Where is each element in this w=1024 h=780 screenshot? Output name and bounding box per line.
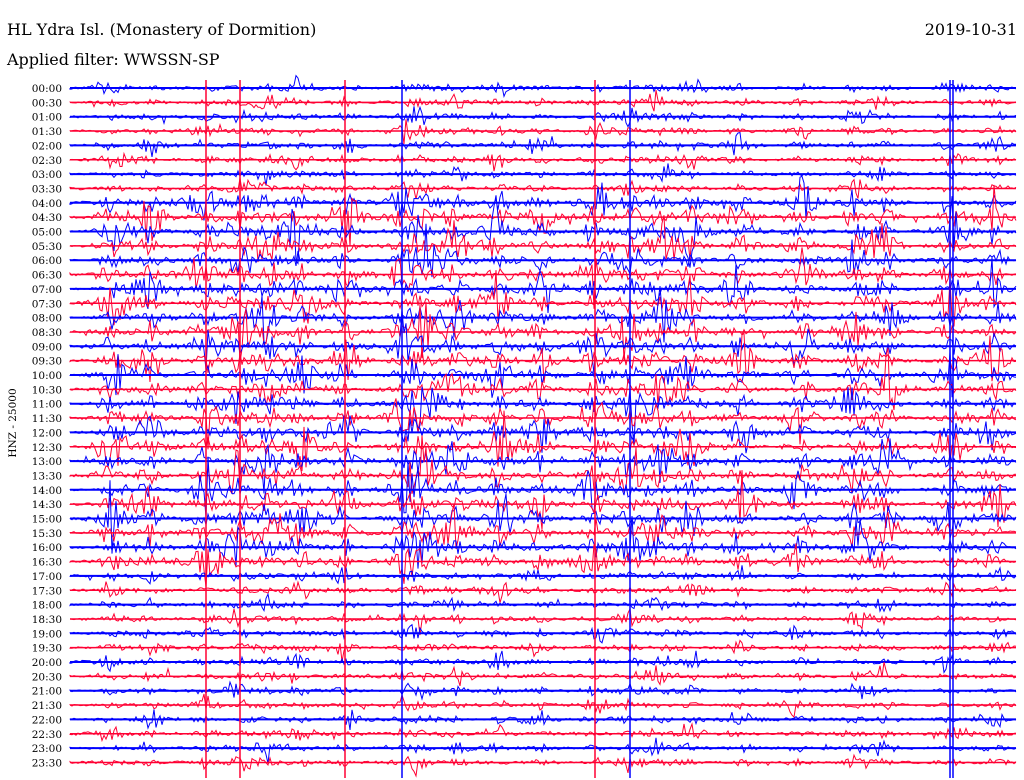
- time-tick-label: 02:30: [32, 155, 62, 167]
- trace-line: [69, 435, 1017, 495]
- time-tick-label: 04:00: [32, 198, 62, 210]
- trace-line: [69, 247, 1017, 309]
- time-tick-label: 22:30: [32, 729, 62, 741]
- trace-line: [69, 661, 1017, 687]
- time-tick-label: 06:00: [32, 255, 62, 267]
- time-tick-label: 08:30: [32, 327, 62, 339]
- trace-line: [69, 398, 1017, 450]
- time-tick-label: 15:00: [32, 514, 62, 526]
- time-tick-label: 04:30: [32, 212, 62, 224]
- trace-line: [69, 580, 1017, 603]
- time-tick-label: 20:00: [32, 657, 62, 669]
- trace-line: [69, 639, 1017, 662]
- time-tick-label: 22:00: [32, 714, 62, 726]
- time-tick-label: 13:00: [32, 456, 62, 468]
- trace-line: [69, 737, 1017, 764]
- record-date: 2019-10-31: [924, 20, 1017, 39]
- time-tick-label: 11:30: [32, 413, 62, 425]
- time-tick-label: 01:30: [32, 126, 62, 138]
- time-tick-label: 10:00: [32, 370, 62, 382]
- time-tick-label: 12:30: [32, 442, 62, 454]
- time-tick-label: 19:30: [32, 643, 62, 655]
- y-axis-label: HNZ - 25000: [7, 388, 19, 457]
- station-title: HL Ydra Isl. (Monastery of Dormition): [7, 20, 317, 39]
- time-tick-label: 07:30: [32, 298, 62, 310]
- trace-line: [69, 515, 1017, 569]
- trace-line: [69, 270, 1017, 327]
- time-axis: 00:00 00:30 01:00 01:30 02:00 02:30 03:00 03:30…: [32, 83, 62, 769]
- trace-line: [69, 592, 1017, 613]
- time-tick-label: 01:00: [32, 112, 62, 124]
- time-tick-label: 14:00: [32, 485, 62, 497]
- time-tick-label: 13:30: [32, 470, 62, 482]
- trace-line: [69, 722, 1017, 743]
- trace-line: [69, 257, 1017, 314]
- trace-line: [69, 680, 1017, 701]
- time-tick-label: 06:30: [32, 270, 62, 282]
- time-tick-label: 17:00: [32, 571, 62, 583]
- trace-line: [69, 90, 1017, 112]
- time-tick-label: 07:00: [32, 284, 62, 296]
- time-tick-label: 10:30: [32, 384, 62, 396]
- time-tick-label: 17:30: [32, 585, 62, 597]
- time-tick-label: 21:00: [32, 686, 62, 698]
- time-tick-label: 02:00: [32, 140, 62, 152]
- time-tick-label: 15:30: [32, 528, 62, 540]
- trace-line: [69, 543, 1017, 587]
- time-tick-label: 00:00: [32, 83, 62, 95]
- time-tick-label: 09:30: [32, 356, 62, 368]
- time-tick-label: 09:00: [32, 341, 62, 353]
- time-tick-label: 00:30: [32, 97, 62, 109]
- trace-group: [69, 74, 1017, 778]
- time-tick-label: 14:30: [32, 499, 62, 511]
- time-tick-label: 03:30: [32, 183, 62, 195]
- trace-line: [69, 184, 1017, 247]
- time-tick-label: 18:30: [32, 614, 62, 626]
- trace-line: [69, 175, 1017, 221]
- time-tick-label: 19:00: [32, 628, 62, 640]
- time-tick-label: 16:30: [32, 557, 62, 569]
- time-tick-label: 08:00: [32, 313, 62, 325]
- trace-line: [69, 332, 1017, 384]
- trace-line: [69, 151, 1017, 172]
- trace-line: [69, 438, 1017, 494]
- time-tick-label: 23:00: [32, 743, 62, 755]
- trace-line: [69, 607, 1017, 636]
- time-tick-label: 03:00: [32, 169, 62, 181]
- time-tick-label: 12:00: [32, 427, 62, 439]
- trace-line: [69, 650, 1017, 674]
- time-tick-label: 18:00: [32, 600, 62, 612]
- trace-line: [69, 456, 1017, 518]
- time-tick-label: 05:30: [32, 241, 62, 253]
- trace-line: [69, 74, 1017, 98]
- time-tick-label: 16:00: [32, 542, 62, 554]
- trace-line: [69, 503, 1017, 550]
- time-tick-label: 20:30: [32, 671, 62, 683]
- trace-line: [69, 285, 1017, 344]
- time-tick-label: 21:30: [32, 700, 62, 712]
- time-tick-label: 23:30: [32, 757, 62, 769]
- filter-label: Applied filter: WWSSN-SP: [7, 50, 220, 69]
- trace-line: [69, 386, 1017, 446]
- time-tick-label: 11:00: [32, 399, 62, 411]
- trace-line: [69, 753, 1017, 778]
- time-tick-label: 05:00: [32, 227, 62, 239]
